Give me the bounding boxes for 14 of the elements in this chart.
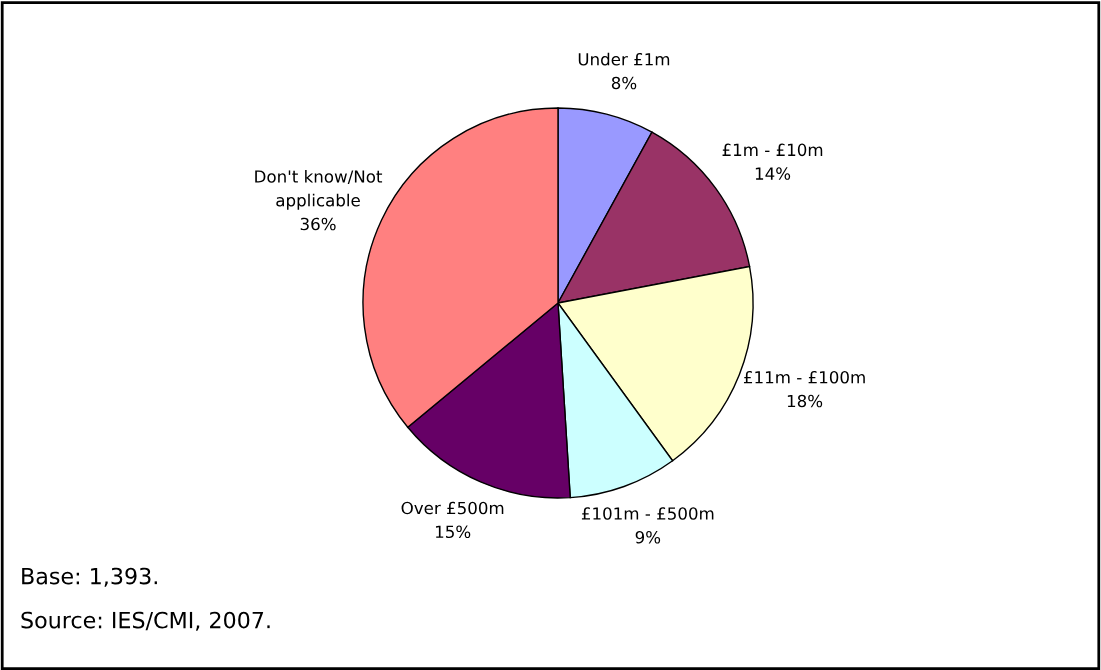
slice-label: £1m - £10m (722, 143, 823, 157)
data-label: 18% (787, 394, 823, 408)
slice-label: £11m - £100m (743, 370, 865, 384)
text: Base: 1,393. (22, 567, 157, 587)
data-label: 15% (435, 525, 471, 539)
slice-label: Don't know/Not applicable (255, 169, 383, 210)
data-label: 9% (635, 530, 661, 544)
source-note: Source: IES/CMI, 2007. (21, 611, 270, 631)
slice-label: Over £500m (401, 501, 504, 515)
data-label: 8% (611, 76, 637, 90)
slice-label: Under £1m (578, 52, 670, 66)
slice-label: £101m - £500m (581, 507, 714, 520)
data-label: 36% (300, 217, 336, 231)
data-label: 14% (755, 167, 791, 180)
